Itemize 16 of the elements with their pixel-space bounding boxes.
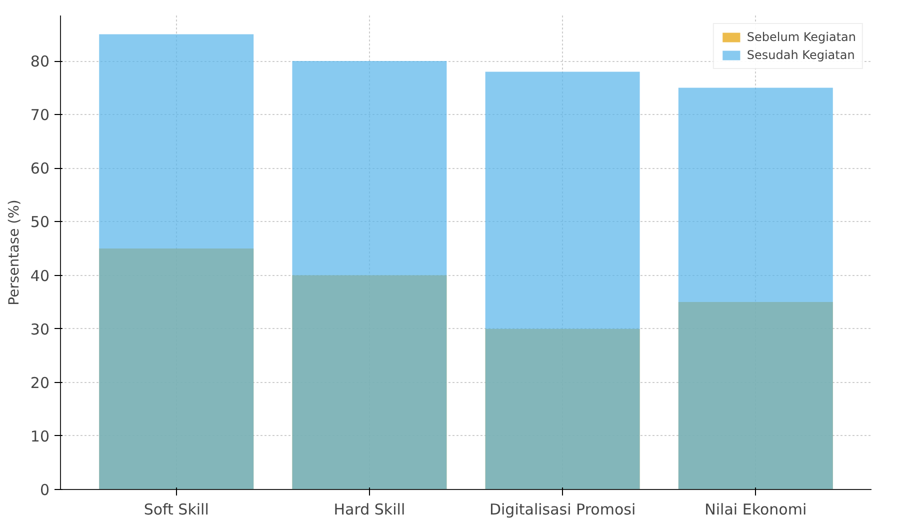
y-tick-label: 50 — [30, 213, 50, 232]
x-tick-label: Soft Skill — [144, 500, 209, 518]
y-tick-label: 0 — [40, 481, 50, 499]
y-tick-label: 70 — [30, 106, 50, 124]
y-axis-title: Persentase (%) — [6, 200, 22, 306]
y-tick-label: 10 — [30, 427, 50, 446]
x-tick-label: Nilai Ekonomi — [704, 500, 807, 518]
legend-label: Sesudah Kegiatan — [746, 48, 855, 62]
x-tick-label: Hard Skill — [334, 500, 406, 518]
y-tick-label: 30 — [30, 320, 50, 338]
y-tick-label: 20 — [30, 374, 50, 392]
x-tick-label: Digitalisasi Promosi — [489, 500, 636, 518]
y-tick-label: 80 — [30, 52, 50, 71]
legend-label: Sebelum Kegiatan — [746, 30, 856, 44]
y-tick-label: 40 — [30, 266, 50, 285]
y-tick-label: 60 — [30, 160, 50, 178]
